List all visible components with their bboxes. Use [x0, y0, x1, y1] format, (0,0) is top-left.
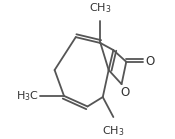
Text: O: O	[145, 55, 154, 68]
Text: CH$_3$: CH$_3$	[102, 124, 125, 138]
Text: H$_3$C: H$_3$C	[16, 89, 39, 103]
Text: CH$_3$: CH$_3$	[89, 1, 112, 15]
Text: O: O	[120, 86, 130, 99]
